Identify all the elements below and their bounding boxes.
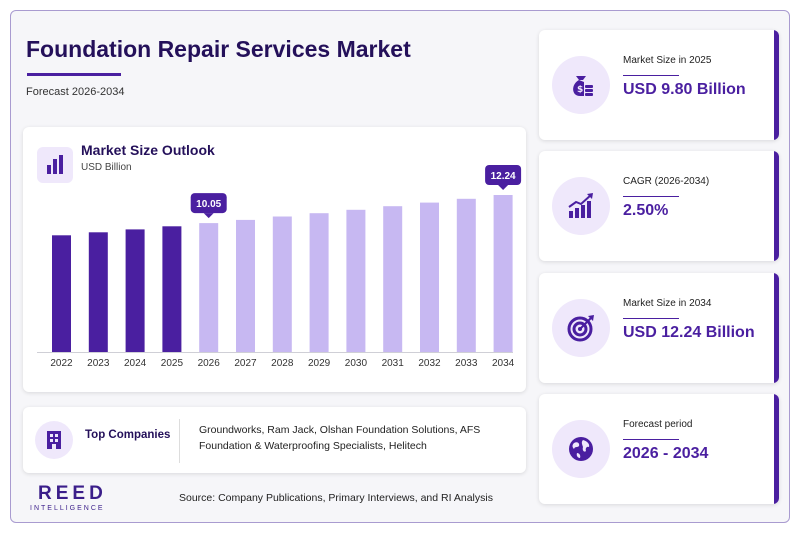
stat-card-market-size-2025: $ Market Size in 2025 USD 9.80 Billion — [539, 30, 779, 140]
stat-rule — [623, 196, 679, 197]
stat-rule — [623, 318, 679, 319]
globe-icon — [552, 420, 610, 478]
top-companies-label: Top Companies — [85, 429, 171, 441]
bar-2030 — [346, 209, 366, 352]
stat-card-cagr: CAGR (2026-2034) 2.50% — [539, 151, 779, 261]
building-icon — [35, 421, 73, 459]
stat-value: 2.50% — [623, 202, 669, 219]
title-underline — [27, 73, 121, 76]
page-subtitle: Forecast 2026-2034 — [26, 86, 125, 98]
bar-2027 — [236, 219, 255, 352]
card-accent — [774, 151, 779, 261]
bar-2026 — [199, 223, 219, 352]
svg-text:$: $ — [577, 85, 583, 95]
money-bag-icon: $ — [552, 56, 610, 114]
brand-logo-wordmark: REED — [38, 483, 107, 504]
chart-unit-label: USD Billion — [81, 162, 132, 173]
top-companies-card: Top Companies Groundworks, Ram Jack, Ols… — [23, 407, 526, 473]
divider — [179, 419, 180, 463]
brand-logo-subtitle: INTELLIGENCE — [30, 505, 105, 512]
x-tick-label: 2031 — [382, 358, 405, 369]
bar-2033 — [456, 198, 476, 352]
x-tick-label: 2029 — [308, 358, 331, 369]
stat-card-market-size-2034: Market Size in 2034 USD 12.24 Billion — [539, 273, 779, 383]
bar-2029 — [309, 213, 329, 352]
stat-label: Market Size in 2034 — [623, 298, 712, 309]
stat-card-forecast-period: Forecast period 2026 - 2034 — [539, 394, 779, 504]
stat-label: Forecast period — [623, 419, 693, 430]
page-title: Foundation Repair Services Market — [26, 36, 411, 62]
x-tick-label: 2024 — [124, 358, 147, 369]
stat-value: 2026 - 2034 — [623, 445, 709, 462]
card-accent — [774, 394, 779, 504]
bar-chart-icon — [37, 147, 73, 183]
bar-2028 — [272, 216, 292, 352]
bar-2025 — [162, 226, 182, 352]
data-callout-2026: 10.05 — [190, 193, 227, 219]
bar-2023 — [88, 232, 108, 352]
stat-rule — [623, 75, 679, 76]
x-tick-label: 2032 — [418, 358, 441, 369]
x-tick-label: 2034 — [492, 358, 515, 369]
chart-title: Market Size Outlook — [81, 142, 215, 158]
x-tick-label: 2026 — [198, 358, 221, 369]
chart-card: Market Size Outlook USD Billion 2022 2023… — [23, 127, 526, 392]
stat-label: CAGR (2026-2034) — [623, 176, 710, 187]
bar-chart: 2022 2023 2024 2025 2026 10.05 2027 2028 2029 203… — [37, 165, 522, 369]
growth-chart-icon — [552, 177, 610, 235]
bar-2034 — [493, 195, 513, 352]
bar-2024 — [125, 229, 145, 352]
x-tick-label: 2027 — [234, 358, 257, 369]
bar-2032 — [420, 202, 439, 352]
x-tick-label: 2028 — [271, 358, 294, 369]
data-label: 12.24 — [491, 171, 516, 182]
source-note: Source: Company Publications, Primary In… — [179, 492, 493, 504]
x-tick-label: 2023 — [87, 358, 110, 369]
target-icon — [552, 299, 610, 357]
x-tick-label: 2033 — [455, 358, 478, 369]
data-callout-2034: 12.24 — [485, 165, 522, 190]
card-accent — [774, 273, 779, 383]
bar-2031 — [383, 206, 403, 352]
stat-value: USD 12.24 Billion — [623, 324, 755, 341]
x-tick-label: 2022 — [50, 358, 73, 369]
stat-rule — [623, 439, 679, 440]
top-companies-list: Groundworks, Ram Jack, Olshan Foundation… — [199, 424, 481, 452]
stat-label: Market Size in 2025 — [623, 55, 712, 66]
stat-value: USD 9.80 Billion — [623, 81, 746, 98]
x-tick-label: 2030 — [345, 358, 368, 369]
x-tick-label: 2025 — [161, 358, 184, 369]
data-label: 10.05 — [196, 199, 221, 210]
card-accent — [774, 30, 779, 140]
bar-2022 — [52, 235, 71, 352]
